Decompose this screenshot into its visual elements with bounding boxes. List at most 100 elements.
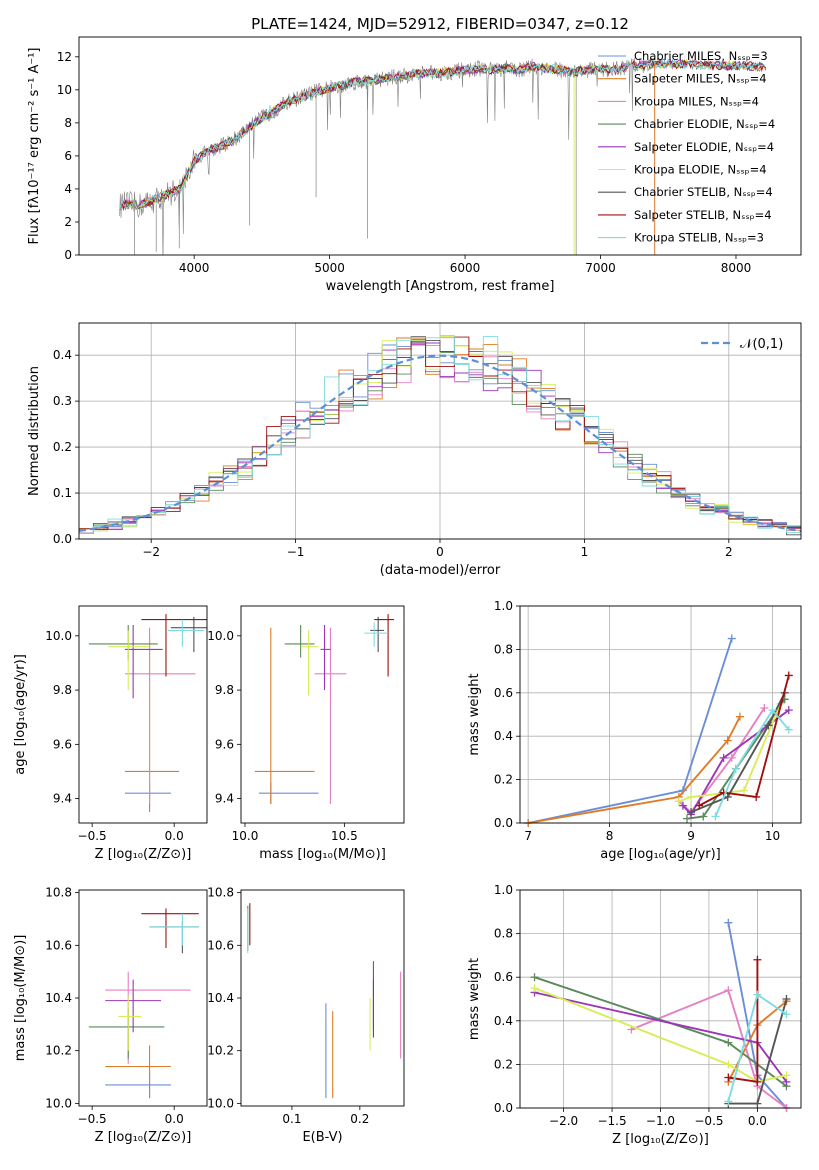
x-tick-label: −1 — [287, 545, 305, 559]
legend-label: Chabrier ELODIE, Nₛₛₚ=4 — [634, 117, 775, 131]
histogram-step-line — [79, 336, 801, 536]
series-marker — [719, 753, 728, 762]
series-marker — [782, 995, 791, 1003]
x-axis-label: (data-model)/error — [380, 563, 501, 578]
x-tick-label: 10.0 — [232, 829, 259, 843]
x-axis-label: E(B-V) — [302, 1130, 342, 1145]
histogram-step-line — [79, 336, 801, 532]
model-spectrum-line — [119, 58, 767, 211]
y-axis-label: Flux [fλ10⁻¹⁷ erg cm⁻² s⁻¹ A⁻¹] — [27, 48, 42, 245]
y-tick-label: 0.8 — [494, 642, 513, 656]
x-tick-label: 8 — [606, 829, 614, 843]
axes-frame — [519, 605, 802, 824]
y-tick-label: 10.2 — [45, 1044, 72, 1058]
series-marker — [695, 801, 704, 810]
series-marker — [753, 1077, 762, 1086]
y-tick-label: 10.6 — [207, 938, 234, 952]
y-tick-label: 9.8 — [215, 683, 234, 697]
x-tick-label: 1 — [581, 545, 589, 559]
figure-title: PLATE=1424, MJD=52912, FIBERID=0347, z=0… — [251, 15, 629, 33]
model-spectrum-line — [119, 58, 767, 211]
series-line — [682, 709, 790, 816]
x-tick-label: −0.5 — [78, 829, 107, 843]
y-axis-label: age [log₁₀(age/yr)] — [13, 654, 28, 775]
x-axis-label: age [log₁₀(age/yr)] — [600, 847, 721, 862]
series-marker — [735, 712, 744, 721]
y-axis-label: mass weight — [467, 673, 482, 755]
y-axis-label: Normed distribution — [27, 366, 42, 496]
plot-area — [254, 614, 395, 805]
legend-label: Salpeter STELIB, Nₛₛₚ=4 — [634, 208, 772, 222]
histogram-step-line — [79, 336, 801, 530]
series-marker — [682, 814, 691, 823]
series-marker — [723, 792, 732, 801]
y-tick-label: 9.6 — [53, 737, 72, 751]
y-tick-label: 9.4 — [53, 792, 72, 806]
y-tick-label: 0.2 — [494, 1057, 513, 1071]
y-tick-label: 9.6 — [215, 737, 234, 751]
axes-frame — [78, 889, 208, 1107]
legend-label: Chabrier MILES, Nₛₛₚ=3 — [634, 49, 768, 63]
x-tick-label: −1.0 — [646, 1114, 675, 1128]
y-tick-label: 0.0 — [494, 816, 513, 830]
x-tick-label: 0.0 — [165, 1112, 184, 1126]
y-tick-label: 10.4 — [45, 991, 72, 1005]
series-marker — [724, 986, 733, 995]
y-tick-label: 10.0 — [45, 629, 72, 643]
y-tick-label: 0.3 — [53, 394, 72, 408]
gaussian-curve — [78, 354, 802, 532]
y-tick-label: 0.4 — [494, 729, 513, 743]
y-tick-label: 6 — [64, 149, 72, 163]
series-marker — [768, 706, 777, 715]
y-tick-label: 12 — [57, 50, 72, 64]
y-tick-label: 8 — [64, 116, 72, 130]
series-line — [678, 703, 782, 803]
x-tick-label: 7 — [524, 829, 532, 843]
x-tick-label: 10 — [765, 829, 780, 843]
x-axis-label: Z [log₁₀(Z/Z⊙)] — [612, 1132, 709, 1147]
x-axis-label: Z [log₁₀(Z/Z⊙)] — [95, 1130, 192, 1145]
x-tick-label: 4000 — [179, 261, 210, 275]
series-marker — [530, 973, 539, 982]
x-tick-label: 8000 — [721, 261, 752, 275]
x-tick-label: 0.2 — [350, 1112, 369, 1126]
series-marker — [753, 990, 762, 999]
series-marker — [753, 1099, 762, 1108]
axes-frame — [240, 605, 405, 824]
x-tick-label: 0.1 — [282, 1112, 301, 1126]
x-tick-label: 10.5 — [331, 829, 358, 843]
y-axis-label: mass [log₁₀(M/M⊙)] — [13, 935, 28, 1062]
plot-area — [88, 614, 207, 813]
x-tick-label: 0 — [436, 545, 444, 559]
chart-mass_vs_ebv: 0.1 0.2 10.0 10.2 10.4 10.6 10.8 E(B-V) — [207, 886, 405, 1145]
series-marker — [784, 671, 793, 680]
series-marker — [724, 1073, 733, 1082]
y-tick-label: 4 — [64, 182, 72, 196]
series-line — [714, 708, 790, 817]
series-marker — [752, 792, 761, 801]
y-tick-label: 10 — [57, 83, 72, 97]
y-tick-label: 0.2 — [494, 773, 513, 787]
series-line — [631, 989, 788, 1109]
data-spectrum-line — [119, 56, 655, 255]
x-axis-label: Z [log₁₀(Z/Z⊙)] — [95, 847, 192, 862]
chart-weight_vs_Z: −2.0 −1.5 −1.0 −0.5 0.0 0.0 0.2 0.4 0.6 0.8 1.0 Z [… — [467, 883, 802, 1147]
series-marker — [727, 753, 736, 762]
series-marker — [782, 1071, 791, 1080]
y-tick-label: 0.4 — [53, 348, 72, 362]
y-tick-label: 10.0 — [207, 629, 234, 643]
series-marker — [782, 1010, 791, 1019]
x-tick-label: −1.5 — [597, 1114, 626, 1128]
y-axis-label: mass weight — [467, 958, 482, 1040]
chart-spectrum: 4000 5000 6000 7000 8000 0 2 4 6 8 10 12 wavelength … — [27, 36, 802, 294]
chart-mass_vs_Z: −0.5 0.0 10.0 10.2 10.4 10.6 10.8 Z [log₁₀(Z/Z⊙… — [13, 886, 208, 1145]
axes-frame — [78, 36, 802, 256]
chart-residuals: −2 −1 0 1 2 0.0 0.1 0.2 0.3 0.4 (data-model)/error… — [27, 322, 802, 578]
legend-label: 𝒩(0,1) — [740, 337, 783, 352]
x-tick-label: 6000 — [450, 261, 481, 275]
series-line — [534, 987, 787, 1083]
histogram-step-line — [79, 335, 801, 534]
plot-area — [88, 908, 199, 1099]
